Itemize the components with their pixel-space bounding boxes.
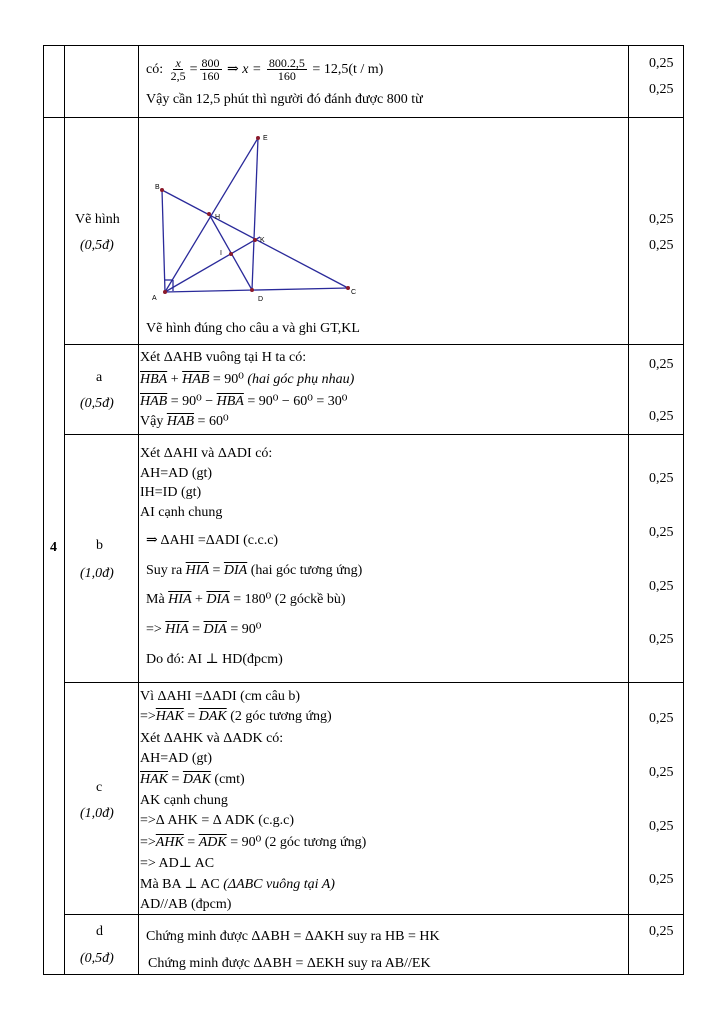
part-d-line1: Chứng minh được ΔABH = ΔAKH suy ra HB = … bbox=[146, 929, 440, 944]
part-a-label: a bbox=[96, 370, 103, 385]
r3-score-1: 0,25 bbox=[649, 56, 674, 71]
table-border-left bbox=[43, 45, 44, 974]
part-b-line4: AI cạnh chung bbox=[140, 505, 223, 520]
part-d-line2: Chứng minh được ΔABH = ΔEKH suy ra AB//E… bbox=[148, 956, 431, 971]
part-b-points: (1,0đ) bbox=[80, 566, 114, 581]
draw-points: (0,5đ) bbox=[80, 238, 114, 253]
part-b-score-2: 0,25 bbox=[649, 525, 674, 540]
part-c-line1: Vì ΔAHI =ΔADI (cm câu b) bbox=[140, 689, 301, 704]
part-c-score-2: 0,25 bbox=[649, 765, 674, 780]
geometry-figure: A B C D E H I K bbox=[152, 135, 356, 303]
row-divider-d bbox=[64, 914, 684, 915]
part-a-line4: Vậy HAB = 60⁰ bbox=[140, 414, 229, 429]
part-c-score-3: 0,25 bbox=[649, 819, 674, 834]
draw-score-2: 0,25 bbox=[649, 238, 674, 253]
row-divider-a bbox=[64, 344, 684, 345]
r3-conclusion: Vậy cần 12,5 phút thì người đó đánh được… bbox=[146, 92, 423, 107]
part-a-score-2: 0,25 bbox=[649, 409, 674, 424]
part-c-line5: HAK = DAK (cmt) bbox=[140, 772, 245, 787]
part-b-label: b bbox=[96, 538, 103, 553]
part-a-line2: HBA + HAB = 90⁰ (hai góc phụ nhau) bbox=[140, 372, 355, 387]
table-border-right bbox=[683, 45, 684, 974]
row-divider-c bbox=[64, 682, 684, 683]
part-c-points: (1,0đ) bbox=[80, 806, 114, 821]
part-c-line11: AD//AB (đpcm) bbox=[140, 897, 232, 912]
table-border-col2 bbox=[138, 45, 139, 974]
table-border-bottom bbox=[43, 974, 684, 975]
part-b-score-3: 0,25 bbox=[649, 579, 674, 594]
r3-score-2: 0,25 bbox=[649, 82, 674, 97]
part-a-line1: Xét ΔAHB vuông tại H ta có: bbox=[140, 350, 307, 365]
part-b-line3: IH=ID (gt) bbox=[140, 485, 202, 500]
row-divider-b bbox=[64, 434, 684, 435]
part-b-score-1: 0,25 bbox=[649, 471, 674, 486]
part-c-label: c bbox=[96, 780, 103, 795]
label-B: B bbox=[155, 184, 160, 191]
part-a-points: (0,5đ) bbox=[80, 396, 114, 411]
part-b-line2: AH=AD (gt) bbox=[140, 466, 213, 481]
label-I: I bbox=[220, 250, 222, 257]
part-c-line8: =>AHK = ADK = 90⁰ (2 góc tương ứng) bbox=[140, 835, 367, 850]
draw-label: Vẽ hình bbox=[75, 212, 120, 227]
section-number: 4 bbox=[50, 540, 57, 555]
draw-caption: Vẽ hình đúng cho câu a và ghi GT,KL bbox=[146, 321, 360, 336]
part-b-line6: Suy ra HIA = DIA (hai góc tương ứng) bbox=[146, 563, 363, 578]
part-b-line7: Mà HIA + DIA = 180⁰ (2 góckề bù) bbox=[146, 592, 346, 607]
part-d-label: d bbox=[96, 924, 103, 939]
label-C: C bbox=[351, 289, 356, 296]
part-b-line1: Xét ΔAHI và ΔADI có: bbox=[140, 446, 273, 461]
part-c-line10: Mà BA ⊥ AC (ΔABC vuông tại A) bbox=[140, 877, 335, 892]
row-divider-section4 bbox=[43, 117, 684, 118]
part-c-score-4: 0,25 bbox=[649, 872, 674, 887]
part-d-score-1: 0,25 bbox=[649, 924, 674, 939]
part-b-line8: => HIA = DIA = 90⁰ bbox=[146, 622, 262, 637]
part-b-line9: Do đó: AI ⊥ HD(đpcm) bbox=[146, 652, 283, 667]
label-A: A bbox=[152, 295, 157, 302]
label-K: K bbox=[260, 237, 265, 244]
label-H: H bbox=[215, 214, 220, 221]
part-c-line3: Xét ΔAHK và ΔADK có: bbox=[140, 731, 284, 746]
part-c-line2: =>HAK = DAK (2 góc tương ứng) bbox=[140, 709, 332, 724]
part-c-score-1: 0,25 bbox=[649, 711, 674, 726]
table-border-col1 bbox=[64, 45, 65, 974]
part-c-line7: =>Δ AHK = Δ ADK (c.g.c) bbox=[140, 813, 295, 828]
draw-score-1: 0,25 bbox=[649, 212, 674, 227]
part-b-line5: ⇒ ΔAHI =ΔADI (c.c.c) bbox=[146, 533, 279, 548]
part-c-line4: AH=AD (gt) bbox=[140, 751, 213, 766]
part-a-line3: HAB = 90⁰ − HBA = 90⁰ − 60⁰ = 30⁰ bbox=[140, 394, 348, 409]
part-c-line9: => AD⊥ AC bbox=[140, 856, 215, 871]
part-c-line6: AK cạnh chung bbox=[140, 793, 228, 808]
row-divider-top bbox=[43, 45, 684, 46]
part-b-score-4: 0,25 bbox=[649, 632, 674, 647]
part-a-score-1: 0,25 bbox=[649, 357, 674, 372]
label-E: E bbox=[263, 135, 268, 142]
r3-formula: có: x 2,5 = 800 160 ⇒ x = 800.2,5 160 = 12,5(… bbox=[146, 56, 384, 84]
part-d-points: (0,5đ) bbox=[80, 951, 114, 966]
label-D: D bbox=[258, 296, 263, 303]
table-border-col3 bbox=[628, 45, 629, 974]
